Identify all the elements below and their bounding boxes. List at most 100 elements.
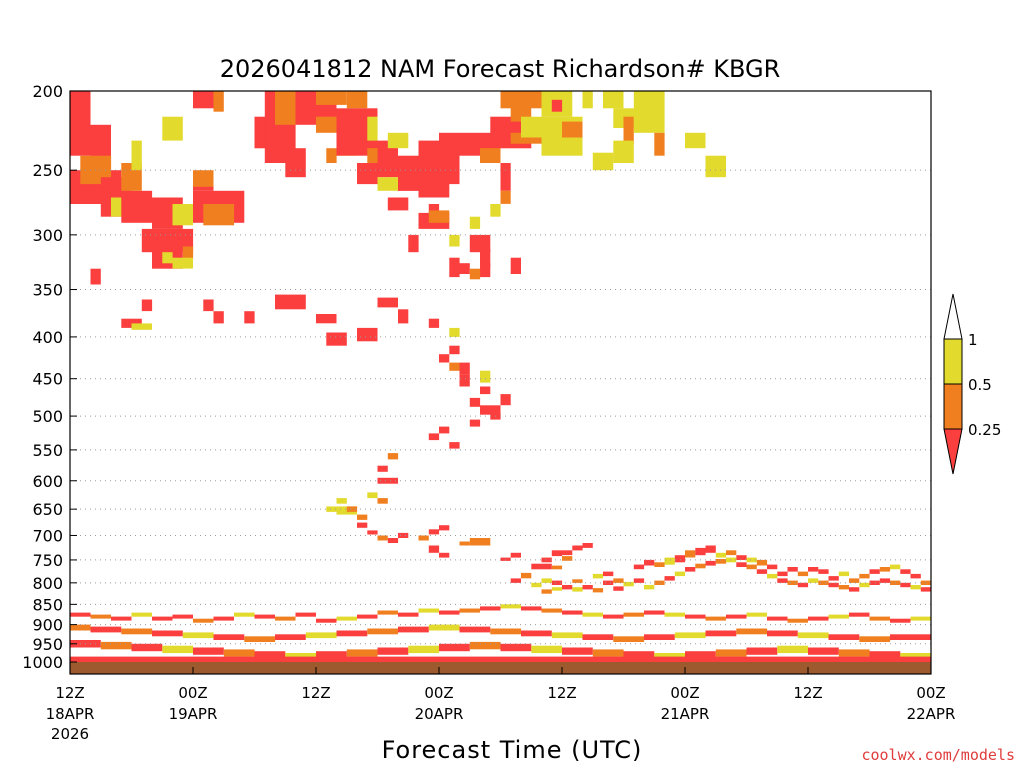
- heatmap-cell: [623, 612, 644, 617]
- x-tick-label: 00Z: [916, 684, 945, 702]
- heatmap-cell: [531, 563, 552, 570]
- heatmap-cell: [695, 547, 706, 556]
- heatmap-cell: [398, 309, 409, 324]
- heatmap-cell: [838, 571, 850, 577]
- heatmap-cell: [90, 626, 122, 633]
- heatmap-cell: [459, 541, 470, 546]
- heatmap-cell: [869, 651, 901, 659]
- gridlines: [70, 169, 931, 645]
- heatmap-cell: [377, 465, 388, 472]
- heatmap-cell: [500, 557, 511, 561]
- heatmap-cell: [480, 370, 491, 383]
- heatmap-cell: [828, 576, 839, 581]
- heatmap-cell: [295, 612, 316, 617]
- heatmap-cell: [531, 645, 563, 654]
- heatmap-cell: [213, 634, 245, 640]
- heatmap-cell: [377, 177, 398, 191]
- heatmap-cell: [592, 573, 604, 579]
- heatmap-cell: [357, 514, 368, 520]
- heatmap-cell: [644, 634, 675, 640]
- heatmap-cell: [439, 426, 450, 434]
- y-tick-label: 550: [32, 441, 63, 460]
- heatmap-cell: [398, 532, 409, 538]
- heatmap-cell: [90, 268, 101, 285]
- heatmap-cell: [377, 297, 398, 308]
- heatmap-cell: [715, 649, 747, 657]
- heatmap-cell: [121, 318, 142, 328]
- heatmap-cell: [797, 632, 829, 639]
- heatmap-cell: [654, 562, 665, 567]
- heatmap-cell: [715, 552, 727, 558]
- y-tick-label: 650: [32, 500, 63, 519]
- heatmap-cell: [592, 588, 604, 593]
- heatmap-cell: [367, 530, 378, 535]
- heatmap-cell: [510, 257, 521, 274]
- legend-swatch: [943, 293, 963, 340]
- heatmap-cell: [480, 386, 491, 395]
- heatmap-cell: [664, 576, 675, 581]
- x-tick-label: 12Z: [793, 684, 822, 702]
- heatmap-cell: [70, 624, 91, 631]
- heatmap-cell: [685, 132, 706, 149]
- y-tick-label: 450: [32, 370, 63, 389]
- heatmap-cell: [480, 606, 501, 611]
- heatmap-cell: [644, 559, 655, 566]
- heatmap-cell: [346, 506, 358, 512]
- heatmap-cell: [439, 525, 450, 531]
- x-tick-label: 00Z: [178, 684, 207, 702]
- heatmap-cell: [551, 587, 563, 591]
- heatmap-cell: [777, 571, 788, 577]
- heatmap-cell: [121, 190, 153, 223]
- heatmap-cell: [377, 477, 398, 484]
- heatmap-cell: [367, 628, 399, 635]
- heatmap-cell: [357, 522, 368, 528]
- heatmap-cell: [172, 204, 193, 226]
- heatmap-cell: [480, 248, 491, 269]
- heatmap-cell: [879, 567, 891, 572]
- heatmap-cell: [111, 197, 122, 217]
- heatmap-cell: [346, 649, 378, 657]
- heatmap-cell: [357, 614, 378, 619]
- heatmap-cell: [551, 565, 563, 570]
- heatmap-cell: [459, 626, 491, 633]
- heatmap-cell: [439, 643, 470, 652]
- heatmap-cell: [100, 641, 132, 650]
- heatmap-cell: [428, 624, 460, 631]
- heatmap-cell: [910, 585, 921, 590]
- heatmap-cell: [316, 651, 347, 659]
- heatmap-cell: [633, 564, 645, 570]
- heatmap-cell: [890, 618, 911, 623]
- heatmap-cell: [152, 616, 173, 621]
- heatmap-cell: [582, 543, 593, 548]
- heatmap-cell: [510, 552, 521, 558]
- heatmap-cell: [336, 498, 347, 504]
- heatmap-cell: [746, 647, 778, 655]
- heatmap-cell: [685, 567, 696, 572]
- heatmap-cell: [736, 555, 747, 560]
- heatmap-cell: [428, 545, 440, 553]
- heatmap-cell: [469, 397, 481, 407]
- heatmap-cell: [408, 234, 419, 253]
- legend-label: 1: [968, 331, 978, 349]
- heatmap-cell: [244, 311, 255, 324]
- heatmap-cell: [121, 628, 153, 635]
- credit-text: coolwx.com/models: [861, 746, 1015, 764]
- heatmap-cell: [787, 618, 808, 623]
- y-tick-label: 600: [32, 472, 63, 491]
- heatmap-cell: [459, 608, 480, 613]
- x-tick-label: 21APR: [661, 705, 710, 723]
- heatmap-cell: [572, 579, 583, 583]
- heatmap-cell: [654, 580, 665, 585]
- ground-fill: [70, 662, 931, 674]
- heatmap-cell: [439, 354, 450, 363]
- heatmap-cell: [767, 564, 778, 570]
- heatmap-cell: [408, 645, 440, 654]
- heatmap-cell: [797, 582, 809, 588]
- heatmap-cell: [613, 578, 624, 583]
- legend-swatch: [943, 338, 963, 385]
- heatmap-cell: [736, 628, 768, 635]
- heatmap-cell: [428, 318, 440, 328]
- heatmap-cell: [357, 327, 378, 342]
- heatmap-cell: [572, 545, 583, 551]
- y-tick-label: 850: [32, 595, 63, 614]
